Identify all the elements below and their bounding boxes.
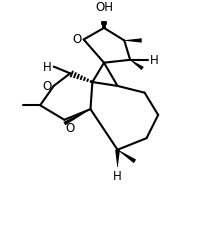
Text: O: O <box>42 80 52 93</box>
Text: H: H <box>113 169 122 182</box>
Text: H: H <box>150 54 158 67</box>
Text: O: O <box>65 121 74 134</box>
Text: OH: OH <box>95 1 113 14</box>
Text: O: O <box>73 33 82 46</box>
Polygon shape <box>130 60 144 71</box>
Text: H: H <box>43 61 52 74</box>
Polygon shape <box>63 109 90 126</box>
Polygon shape <box>117 150 136 164</box>
Polygon shape <box>124 39 142 43</box>
Polygon shape <box>115 150 120 167</box>
